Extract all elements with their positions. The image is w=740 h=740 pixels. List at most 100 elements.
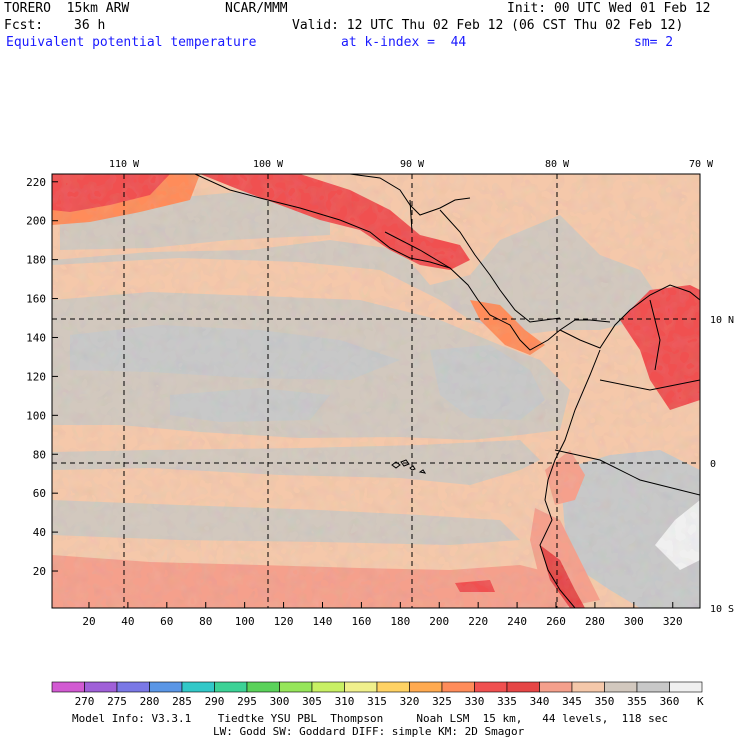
colorbar-label: 280 (140, 695, 160, 708)
colorbar-swatch (311, 681, 345, 693)
colorbar-swatch (344, 681, 378, 693)
colorbar-swatch (604, 681, 638, 693)
y-tick-label: 20 (33, 565, 46, 578)
colorbar-label: 305 (302, 695, 322, 708)
footer-model-info: Model Info: V3.3.1 Tiedtke YSU PBL Thomp… (72, 712, 669, 725)
x-tick-label: 180 (390, 615, 410, 628)
colorbar-swatch (149, 681, 183, 693)
colorbar-label: 340 (530, 695, 550, 708)
colorbar-label: 355 (627, 695, 647, 708)
coast-central-america (194, 174, 611, 351)
valid-time: Valid: 12 UTC Thu 02 Feb 12 (06 CST Thu … (292, 18, 684, 33)
lat-label-10n: 10 N (710, 315, 734, 326)
graticule (52, 174, 700, 608)
colorbar-swatch (116, 681, 150, 693)
colorbar-swatch (84, 681, 118, 693)
x-tick-label: 40 (121, 615, 134, 628)
y-tick-label: 100 (26, 409, 46, 422)
colorbar-label: 310 (335, 695, 355, 708)
field-name: Equivalent potential temperature (6, 35, 257, 50)
coast-south-america (559, 284, 700, 349)
y-tick-label: 120 (26, 370, 46, 383)
footer-physics: LW: Godd SW: Goddard DIFF: simple KM: 2D… (213, 725, 525, 738)
y-tick-label: 140 (26, 331, 46, 344)
x-tick-label: 320 (663, 615, 683, 628)
fcst-label: Fcst: (4, 18, 44, 33)
colorbar-swatch (441, 681, 475, 693)
x-tick-label: 220 (468, 615, 488, 628)
coast-yucatan (349, 174, 471, 216)
coast-ecuador-peru (539, 349, 601, 608)
x-axis: 20 40 60 80 100 120 140 160 180 200 220 240 260 280 30… (82, 602, 683, 628)
colorbar-swatch (636, 681, 670, 693)
colorbar-swatch (539, 681, 573, 693)
colorbar-swatch (246, 681, 280, 693)
colorbar-label: 325 (432, 695, 452, 708)
fcst-value: 36 h (74, 18, 106, 33)
init-time: Init: 00 UTC Wed 01 Feb 12 (507, 1, 711, 16)
colorbar-label: 285 (172, 695, 192, 708)
x-tick-label: 200 (429, 615, 449, 628)
colorbar-label: 315 (367, 695, 387, 708)
colorbar-label: 345 (562, 695, 582, 708)
y-tick-label: 200 (26, 215, 46, 228)
x-tick-label: 240 (507, 615, 527, 628)
colorbar-label: 295 (237, 695, 257, 708)
smoothing-label: sm= 2 (634, 35, 674, 50)
lon-labels: 110 W 100 W 90 W 80 W 70 W (109, 159, 714, 170)
colorbar-label: 330 (465, 695, 485, 708)
lon-label-90w: 90 W (400, 159, 425, 170)
y-tick-label: 60 (33, 487, 46, 500)
y-tick-label: 40 (33, 526, 46, 539)
lat-label-0: 0 (710, 459, 716, 470)
model-title: TORERO 15km ARW (4, 1, 130, 16)
border-lines (384, 199, 700, 496)
y-tick-label: 220 (26, 176, 46, 189)
x-tick-label: 140 (313, 615, 333, 628)
x-tick-label: 60 (160, 615, 173, 628)
colorbar-label: 335 (497, 695, 517, 708)
coast-caribbean (439, 209, 561, 323)
field-shading (52, 174, 700, 608)
colorbar-swatch (181, 681, 215, 693)
colorbar-unit: K (697, 695, 704, 708)
colorbar-swatch (376, 681, 410, 693)
x-tick-label: 280 (585, 615, 605, 628)
colorbar-swatch (214, 681, 248, 693)
colorbar-label: 350 (595, 695, 615, 708)
y-axis: 220 200 180 160 140 120 100 80 60 40 20 (26, 176, 58, 578)
colorbar-swatch (474, 681, 508, 693)
level-label: at k-index = 44 (341, 35, 467, 50)
x-tick-label: 80 (199, 615, 212, 628)
colorbar-swatch (409, 681, 443, 693)
x-tick-label: 260 (546, 615, 566, 628)
colorbar-label: 320 (400, 695, 420, 708)
lat-label-10s: 10 S (710, 604, 734, 615)
colorbar-swatch (506, 681, 540, 693)
colorbar-swatch (51, 681, 85, 693)
colorbar-label: 360 (660, 695, 680, 708)
colorbar-swatch (669, 681, 703, 693)
lon-label-80w: 80 W (545, 159, 570, 170)
colorbar-label: 290 (205, 695, 225, 708)
x-tick-label: 300 (624, 615, 644, 628)
y-tick-label: 80 (33, 448, 46, 461)
colorbar-swatch (571, 681, 605, 693)
lon-label-100w: 100 W (253, 159, 284, 170)
coastlines (194, 174, 700, 608)
x-tick-label: 20 (82, 615, 95, 628)
x-tick-label: 100 (235, 615, 255, 628)
y-tick-label: 180 (26, 254, 46, 267)
galapagos (391, 459, 427, 474)
colorbar-swatch (279, 681, 313, 693)
colorbar-label: 275 (107, 695, 127, 708)
lon-label-70w: 70 W (689, 159, 714, 170)
lon-label-110w: 110 W (109, 159, 140, 170)
texture-overlay (52, 174, 700, 608)
center-label: NCAR/MMM (225, 1, 288, 16)
x-tick-label: 120 (274, 615, 294, 628)
colorbar-label: 300 (270, 695, 290, 708)
colorbar-label: 270 (75, 695, 95, 708)
colorbar: 270 275 280 285 290 295 300 305 310 315 320 325 330 3… (51, 681, 703, 708)
